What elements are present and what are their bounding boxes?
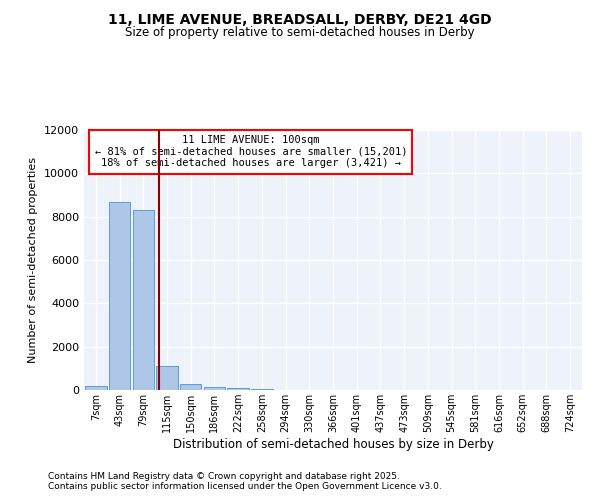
Text: Contains public sector information licensed under the Open Government Licence v3: Contains public sector information licen… xyxy=(48,482,442,491)
Bar xyxy=(133,210,154,390)
Text: 11 LIME AVENUE: 100sqm
← 81% of semi-detached houses are smaller (15,201)
18% of: 11 LIME AVENUE: 100sqm ← 81% of semi-det… xyxy=(95,135,407,168)
Bar xyxy=(227,388,249,390)
Bar xyxy=(180,384,202,390)
Bar xyxy=(157,366,178,390)
Text: Size of property relative to semi-detached houses in Derby: Size of property relative to semi-detach… xyxy=(125,26,475,39)
Bar xyxy=(109,202,130,390)
Text: 11, LIME AVENUE, BREADSALL, DERBY, DE21 4GD: 11, LIME AVENUE, BREADSALL, DERBY, DE21 … xyxy=(108,12,492,26)
Y-axis label: Number of semi-detached properties: Number of semi-detached properties xyxy=(28,157,38,363)
X-axis label: Distribution of semi-detached houses by size in Derby: Distribution of semi-detached houses by … xyxy=(173,438,493,451)
Text: Contains HM Land Registry data © Crown copyright and database right 2025.: Contains HM Land Registry data © Crown c… xyxy=(48,472,400,481)
Bar xyxy=(204,388,225,390)
Bar xyxy=(85,386,107,390)
